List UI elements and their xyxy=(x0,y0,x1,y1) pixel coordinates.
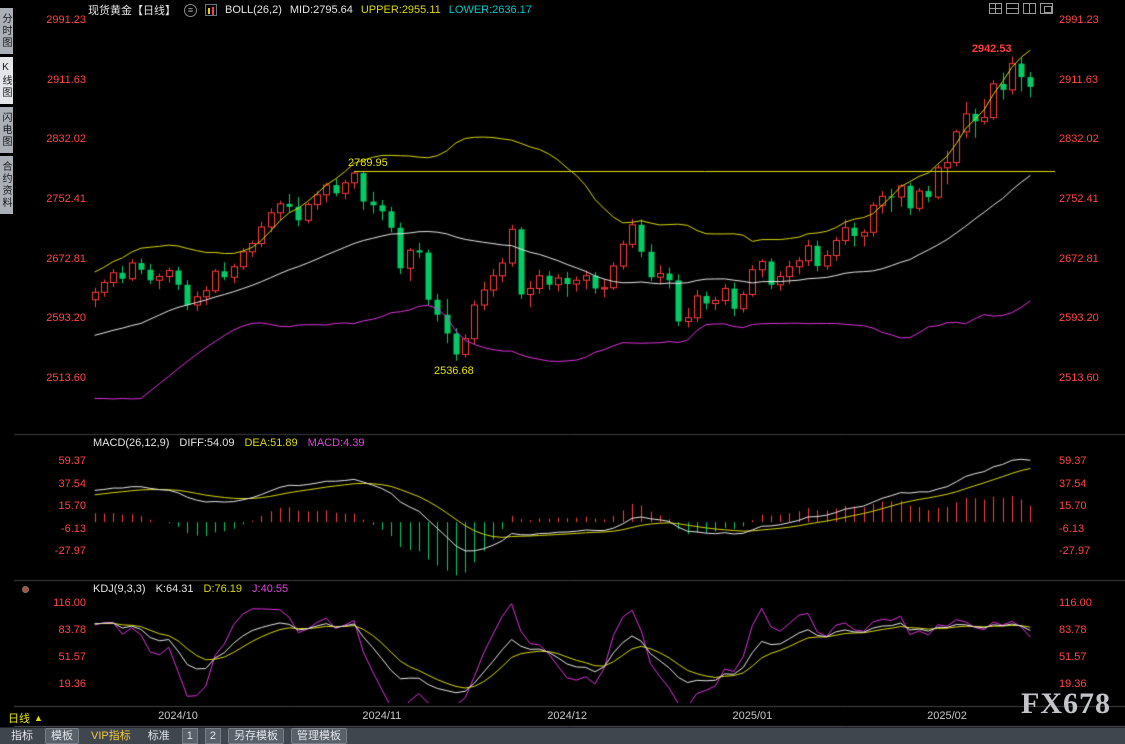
kdj-axis-label-right: 116.00 xyxy=(1059,597,1092,609)
price-axis-label-right: 2991.23 xyxy=(1059,14,1099,26)
timeframe-label: 日线 xyxy=(8,713,30,725)
price-axis-label-left: 2593.20 xyxy=(46,312,86,325)
price-axis-label-right: 2911.63 xyxy=(1059,73,1098,86)
toolbar-button-template[interactable]: 模板 xyxy=(45,728,79,744)
macd-value: MACD:4.39 xyxy=(307,437,365,449)
boll-lower-value: LOWER:2636.17 xyxy=(448,4,532,16)
kdj-k-value: K:64.31 xyxy=(155,583,194,595)
macd-title: MACD(26,12,9) xyxy=(93,437,170,449)
kdj-axis-label-right: 83.78 xyxy=(1059,624,1087,636)
kdj-axis-label-left: 83.78 xyxy=(58,624,86,636)
annotation-high-price: 2942.53 xyxy=(971,42,1012,55)
macd-axis-label-right: 15.70 xyxy=(1059,500,1087,512)
boll-upper-value: UPPER:2955.11 xyxy=(360,4,441,16)
macd-axis-label-right: 59.37 xyxy=(1059,455,1087,467)
macd-axis-label-left: 59.37 xyxy=(58,455,86,467)
toolbar-button-standard[interactable]: 标准 xyxy=(147,730,170,742)
bottom-toolbar: 指标 模板 VIP指标 标准 1 2 另存模板 管理模板 xyxy=(0,727,1125,744)
kdj-axis-label-right: 51.57 xyxy=(1059,651,1087,663)
price-axis-label-right: 2513.60 xyxy=(1059,372,1099,384)
date-axis-label: 2025/02 xyxy=(927,710,967,722)
macd-axis-label-left: -27.97 xyxy=(54,545,86,557)
date-axis-label: 2024/11 xyxy=(362,710,402,722)
toolbar-button-manage-template[interactable]: 管理模板 xyxy=(290,728,347,744)
kdj-axis-label-left: 19.36 xyxy=(58,678,86,690)
date-axis-label: 2024/10 xyxy=(158,710,198,722)
price-axis-label-right: 2672.81 xyxy=(1059,252,1099,265)
toolbar-button-indicators[interactable]: 指标 xyxy=(11,730,33,742)
timeframe-arrow-icon: ▲ xyxy=(34,713,43,723)
boll-mid-value: MID:2795.64 xyxy=(289,4,353,16)
indicator-settings-icon[interactable]: ≡ xyxy=(184,3,197,17)
date-axis-label: 2025/01 xyxy=(732,710,773,722)
price-axis-label-left: 2991.23 xyxy=(46,14,86,26)
kdj-axis-label-right: 19.36 xyxy=(1059,678,1087,690)
macd-axis-label-left: 15.70 xyxy=(58,500,86,512)
price-axis-label-right: 2593.20 xyxy=(1059,312,1099,325)
sidebar-tab-contract-info[interactable]: 合约资料 xyxy=(0,156,13,214)
kdj-axis-label-left: 116.00 xyxy=(53,597,86,609)
kdj-pane-icon[interactable] xyxy=(22,586,29,593)
chart-type-sidebar: 分时图 K线图 闪电图 合约资料 xyxy=(0,8,14,214)
macd-diff-value: DIFF:54.09 xyxy=(179,437,235,449)
layout-cascade-icon[interactable] xyxy=(1040,3,1053,14)
toolbar-page-2-button[interactable]: 2 xyxy=(204,728,221,744)
macd-axis-label-right: -6.13 xyxy=(1059,522,1085,535)
macd-dea-value: DEA:51.89 xyxy=(244,437,298,449)
macd-indicator-header: MACD(26,12,9) DIFF:54.09 DEA:51.89 MACD:… xyxy=(93,437,365,449)
instrument-title: 现货黄金【日线】 xyxy=(88,5,176,17)
price-axis-label-left: 2832.02 xyxy=(46,133,86,146)
fx678-watermark: FX678 xyxy=(1021,687,1111,720)
toolbar-button-vip-indicators[interactable]: VIP指标 xyxy=(91,730,131,742)
price-axis-label-right: 2752.41 xyxy=(1059,193,1099,205)
sidebar-tab-time-chart[interactable]: 分时图 xyxy=(0,8,13,54)
candle-indicator-icon[interactable] xyxy=(205,4,217,16)
date-axis-label: 2024/12 xyxy=(547,710,587,722)
annotation-low-price: 2536.68 xyxy=(433,364,474,377)
toolbar-button-save-template[interactable]: 另存模板 xyxy=(227,728,284,744)
price-axis-label-left: 2672.81 xyxy=(46,252,86,265)
annotation-peak-price: 2789.95 xyxy=(348,156,388,169)
kdj-j-value: J:40.55 xyxy=(252,583,289,595)
layout-split-vertical-icon[interactable] xyxy=(1023,3,1036,14)
kdj-indicator-header: KDJ(9,3,3) K:64.31 D:76.19 J:40.55 xyxy=(93,583,288,595)
macd-axis-label-left: 37.54 xyxy=(58,477,86,490)
boll-indicator-label: BOLL(26,2) xyxy=(225,4,282,16)
kdj-axis-label-left: 51.57 xyxy=(58,651,86,663)
price-axis-label-right: 2832.02 xyxy=(1059,133,1099,146)
kdj-title: KDJ(9,3,3) xyxy=(93,583,146,595)
layout-grid-icon[interactable] xyxy=(989,3,1002,14)
toolbar-page-1-button[interactable]: 1 xyxy=(181,728,198,744)
price-axis-label-left: 2752.41 xyxy=(46,193,86,205)
sidebar-tab-kline-chart[interactable]: K线图 xyxy=(0,57,13,104)
macd-axis-label-right: -27.97 xyxy=(1059,545,1091,557)
price-axis-label-left: 2911.63 xyxy=(47,73,86,86)
kdj-d-value: D:76.19 xyxy=(203,583,243,595)
macd-axis-label-right: 37.54 xyxy=(1059,477,1087,490)
chart-header: 现货黄金【日线】 ≡ BOLL(26,2) MID:2795.64 UPPER:… xyxy=(88,3,532,17)
layout-split-horizontal-icon[interactable] xyxy=(1006,3,1019,14)
price-axis-label-left: 2513.60 xyxy=(46,372,86,384)
sidebar-tab-flash-chart[interactable]: 闪电图 xyxy=(0,107,13,153)
window-layout-icons xyxy=(989,3,1053,14)
timeframe-selector[interactable]: 日线 ▲ xyxy=(8,710,43,726)
macd-axis-label-left: -6.13 xyxy=(60,522,86,535)
